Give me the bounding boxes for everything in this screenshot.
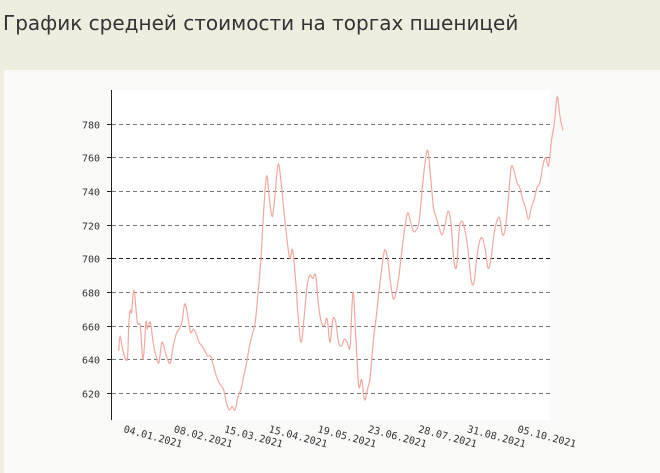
y-tick-label-780: 780 <box>82 121 100 132</box>
y-tick-label-720: 720 <box>82 222 100 233</box>
x-axis-ticks: 04.01.202108.02.202115.03.202115.04.2021… <box>122 424 577 450</box>
y-tick-label-760: 760 <box>82 154 100 165</box>
chart-panel: 620 640 660 680 700 720 740 760 780 04.01.2021 08… <box>4 70 660 473</box>
y-tick-label-700: 700 <box>82 255 100 266</box>
y-tick-label-660: 660 <box>82 323 100 334</box>
y-tick-label-640: 640 <box>82 356 100 367</box>
plot-area <box>110 90 550 420</box>
gridlines <box>112 124 550 394</box>
y-axis-ticks: 620 640 660 680 700 720 740 760 780 <box>82 121 111 401</box>
x-tick-label-8: 05.10.2021 <box>516 424 577 450</box>
page-title: График средней стоимости на торгах пшени… <box>3 11 519 35</box>
y-tick-label-680: 680 <box>82 289 100 300</box>
price-line-chart: 620 640 660 680 700 720 740 760 780 04.01.202108… <box>82 90 577 450</box>
y-tick-label-620: 620 <box>82 390 100 401</box>
y-tick-label-740: 740 <box>82 188 100 199</box>
series-layer <box>118 96 564 411</box>
series-line-0 <box>118 96 564 411</box>
